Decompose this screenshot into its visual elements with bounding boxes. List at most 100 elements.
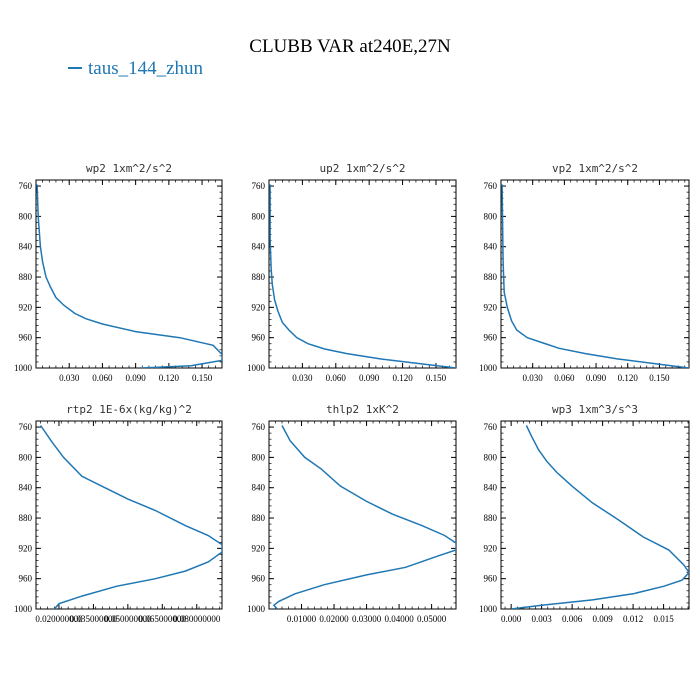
plot-frame (268, 179, 457, 369)
y-tick-label: 960 (19, 574, 33, 584)
y-tick-label: 960 (19, 333, 33, 343)
y-tick-label: 800 (19, 211, 33, 221)
y-tick-label: 1000 (247, 604, 266, 614)
x-tick-label: 0.012 (623, 614, 643, 624)
x-tick-label: 0.090 (126, 373, 147, 383)
subplot-title: vp2 1xm^2/s^2 (552, 162, 638, 175)
x-tick-label: 0.030 (292, 373, 313, 383)
series-line-taus_144_zhun (511, 425, 689, 609)
figure-title: CLUBB VAR at240E,27N (249, 36, 451, 57)
plot-frame (500, 179, 690, 369)
x-tick-label: 0.015 (653, 614, 674, 624)
x-tick-label: 0.120 (618, 373, 639, 383)
series-line-taus_144_zhun (272, 425, 456, 609)
x-tick-label: 0.020000000 (35, 614, 83, 624)
y-tick-label: 1000 (479, 604, 498, 614)
subplot-title: rtp2 1E-6x(kg/kg)^2 (66, 403, 192, 416)
plot-frame (500, 420, 690, 610)
subplot-5: thlp2 1xK^2 760 800 840 880 920 960 1000 0.01000… (247, 403, 457, 624)
x-tick-label: 0.003 (532, 614, 553, 624)
plot-frame (35, 420, 223, 610)
subplot-title: wp2 1xm^2/s^2 (86, 162, 172, 175)
y-tick-label: 760 (19, 181, 33, 191)
y-tick-label: 840 (19, 483, 33, 493)
x-tick-label: 0.030 (523, 373, 544, 383)
series-line-taus_144_zhun (269, 184, 456, 368)
subplot-4: rtp2 1E-6x(kg/kg)^2 760 800 840 880 920 960 100… (14, 403, 223, 624)
y-tick-label: 840 (252, 242, 266, 252)
y-tick-label: 800 (484, 452, 498, 462)
y-tick-label: 880 (484, 513, 498, 523)
series-line-taus_144_zhun (36, 184, 222, 368)
y-tick-label: 760 (19, 422, 33, 432)
x-tick-label: 0.150 (426, 373, 447, 383)
x-tick-label: 0.065000000 (139, 614, 187, 624)
x-tick-label: 0.035000000 (70, 614, 118, 624)
subplot-6: wp3 1xm^3/s^3 760 800 840 880 920 960 10000.000… (479, 403, 690, 624)
x-tick-label: 0.01000 (287, 614, 317, 624)
subplot-2: up2 1xm^2/s^2 760 800 840 880 920 960 1000 0.030… (247, 162, 457, 383)
x-tick-label: 0.05000 (417, 614, 447, 624)
y-tick-label: 1000 (14, 363, 33, 373)
y-tick-label: 920 (252, 543, 266, 553)
y-tick-label: 920 (484, 543, 498, 553)
x-tick-label: 0.150 (649, 373, 670, 383)
x-tick-label: 0.120 (159, 373, 180, 383)
series-line-taus_144_zhun (501, 184, 689, 368)
y-tick-label: 960 (252, 333, 266, 343)
y-tick-label: 920 (252, 302, 266, 312)
y-tick-label: 840 (484, 483, 498, 493)
x-tick-label: 0.060 (554, 373, 575, 383)
x-tick-label: 0.150 (192, 373, 213, 383)
x-tick-label: 0.090 (359, 373, 380, 383)
x-tick-label: 0.04000 (384, 614, 414, 624)
subplot-title: thlp2 1xK^2 (326, 403, 399, 416)
plot-frame (268, 420, 457, 610)
series-line-taus_144_zhun (39, 425, 222, 609)
x-tick-label: 0.02000 (319, 614, 349, 624)
y-tick-label: 1000 (479, 363, 498, 373)
y-tick-label: 760 (484, 422, 498, 432)
subplot-title: wp3 1xm^3/s^3 (552, 403, 638, 416)
x-tick-label: 0.060 (326, 373, 347, 383)
x-tick-label: 0.090 (586, 373, 607, 383)
y-tick-label: 880 (19, 272, 33, 282)
x-tick-label: 0.060 (92, 373, 113, 383)
x-tick-label: 0.009 (592, 614, 613, 624)
x-tick-label: 0.000 (501, 614, 522, 624)
x-tick-label: 0.120 (392, 373, 413, 383)
legend-line-swatch (68, 66, 82, 69)
y-tick-label: 880 (252, 513, 266, 523)
y-tick-label: 760 (484, 181, 498, 191)
legend: taus_144_zhun (68, 58, 203, 80)
y-tick-label: 960 (484, 333, 498, 343)
y-tick-label: 760 (252, 181, 266, 191)
y-tick-label: 880 (19, 513, 33, 523)
plot-frame (35, 179, 223, 369)
y-tick-label: 920 (484, 302, 498, 312)
x-tick-label: 0.006 (562, 614, 583, 624)
subplot-3: vp2 1xm^2/s^2 760 800 840 880 920 960 1000 0.030… (479, 162, 690, 383)
y-tick-label: 800 (484, 211, 498, 221)
y-tick-label: 800 (252, 452, 266, 462)
legend-label: taus_144_zhun (88, 58, 204, 79)
y-tick-label: 1000 (247, 363, 266, 373)
y-tick-label: 1000 (14, 604, 33, 614)
y-tick-label: 880 (484, 272, 498, 282)
x-tick-label: 0.080000000 (173, 614, 221, 624)
y-tick-label: 760 (252, 422, 266, 432)
x-tick-label: 0.030 (59, 373, 80, 383)
x-tick-label: 0.03000 (352, 614, 382, 624)
y-tick-label: 920 (19, 543, 33, 553)
y-tick-label: 800 (19, 452, 33, 462)
y-tick-label: 960 (484, 574, 498, 584)
x-tick-label: 0.050000000 (104, 614, 152, 624)
y-tick-label: 880 (252, 272, 266, 282)
y-tick-label: 840 (19, 242, 33, 252)
y-tick-label: 840 (252, 483, 266, 493)
y-tick-label: 840 (484, 242, 498, 252)
subplot-1: wp2 1xm^2/s^2 760 800 840 880 920 960 1000 0.030… (14, 162, 223, 383)
y-tick-label: 920 (19, 302, 33, 312)
y-tick-label: 800 (252, 211, 266, 221)
